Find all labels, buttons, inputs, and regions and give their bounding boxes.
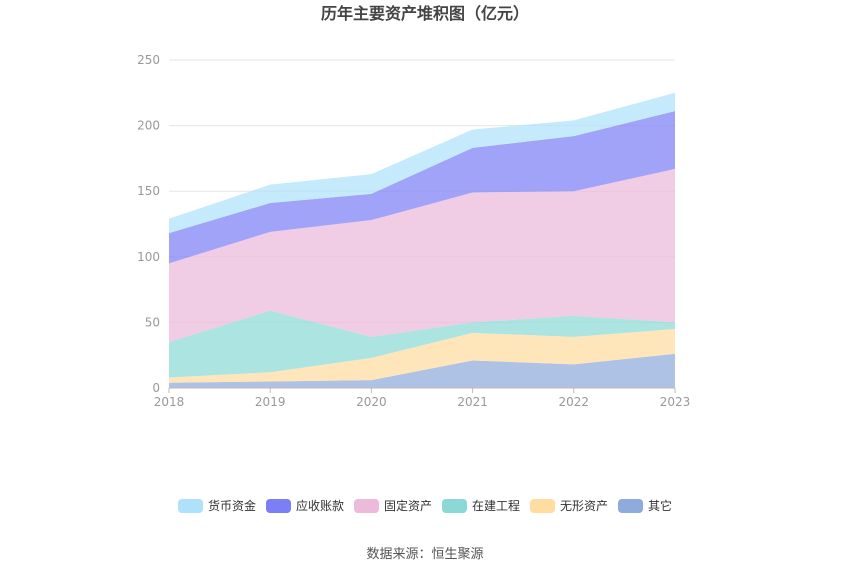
y-tick-label-100: 100: [137, 250, 160, 264]
legend-item-0[interactable]: 货币资金: [177, 497, 256, 515]
legend-label: 固定资产: [383, 499, 432, 513]
area-series-5: [169, 92, 675, 234]
legend: 货币资金 应收账款 固定资产 在建工程 无形资产 其它: [0, 497, 850, 515]
legend-item-1[interactable]: 应收账款: [265, 497, 344, 515]
legend-item-3[interactable]: 在建工程: [442, 497, 520, 515]
y-tick-label-250: 250: [137, 53, 160, 67]
legend-item-2[interactable]: 固定资产: [353, 497, 432, 515]
legend-item-4[interactable]: 无形资产: [530, 497, 608, 515]
area-series-4: [169, 111, 675, 264]
y-tick-label-150: 150: [137, 184, 160, 198]
legend-label: 货币资金: [207, 499, 256, 513]
y-tick-label-0: 0: [152, 381, 160, 395]
x-tick-label-2019: 2019: [255, 395, 286, 409]
legend-swatch: [177, 499, 203, 513]
legend-label: 应收账款: [295, 499, 344, 513]
y-tick-label-200: 200: [137, 119, 160, 133]
axes: 0 50 100 150 200 250 2018 2019 2020 2021 2022 2023: [137, 53, 690, 409]
legend-label: 无形资产: [560, 499, 609, 513]
legend-swatch: [530, 499, 556, 513]
chart-title: 历年主要资产堆积图（亿元）: [320, 4, 529, 23]
legend-swatch: [265, 499, 291, 513]
area-series-1: [169, 328, 675, 383]
x-tick-label-2023: 2023: [660, 395, 691, 409]
legend-swatch: [353, 499, 379, 513]
stacked-area-chart: 0 50 100 150 200 250 2018 2019 2020 2021 2022 2023: [137, 53, 690, 409]
legend-item-5[interactable]: 其它: [618, 497, 672, 515]
x-tick-label-2022: 2022: [559, 395, 590, 409]
y-tick-label-50: 50: [145, 315, 160, 329]
legend-swatch: [442, 499, 467, 513]
area-series: [169, 92, 675, 388]
legend-label: 其它: [648, 499, 673, 513]
x-tick-label-2020: 2020: [356, 395, 387, 409]
x-tick-label-2021: 2021: [457, 395, 488, 409]
area-series-0: [169, 353, 675, 388]
area-series-2: [169, 310, 675, 378]
legend-swatch: [618, 499, 644, 513]
x-tick-label-2018: 2018: [154, 395, 185, 409]
legend-label: 在建工程: [472, 499, 521, 513]
area-series-3: [169, 168, 675, 343]
data-source: 数据来源：恒生聚源: [366, 547, 484, 562]
